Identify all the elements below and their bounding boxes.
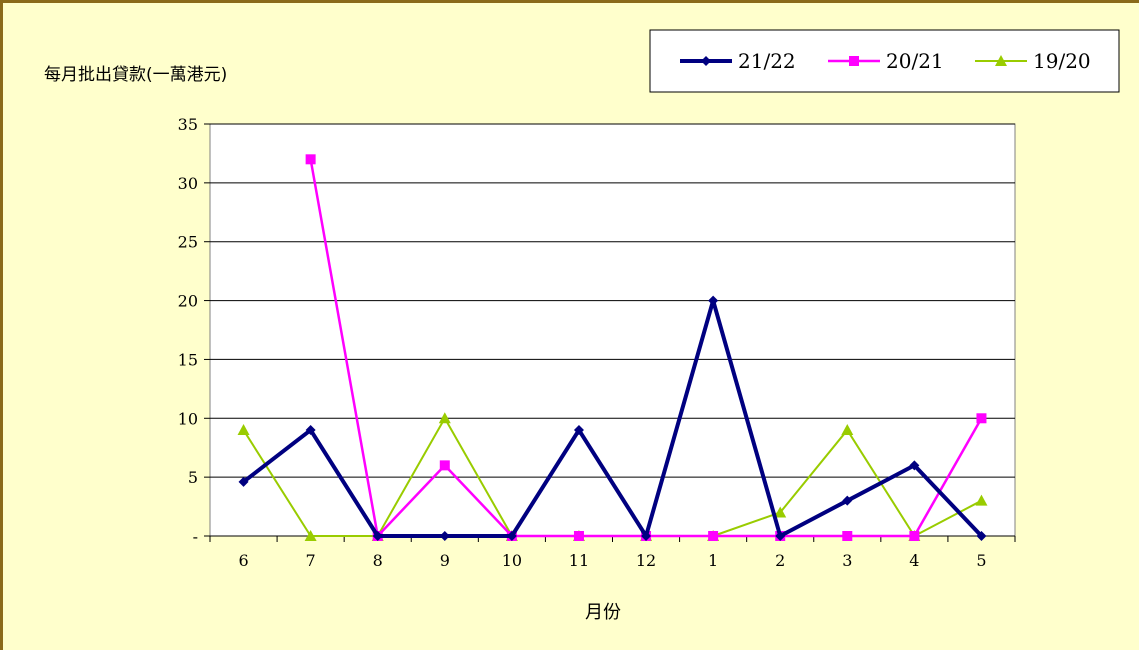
data-point bbox=[238, 476, 249, 487]
gridlines bbox=[210, 123, 1015, 478]
x-tick-label: 7 bbox=[306, 551, 316, 570]
data-point bbox=[708, 531, 719, 541]
plot-area bbox=[209, 123, 1016, 537]
data-point bbox=[641, 531, 652, 541]
data-point bbox=[438, 412, 451, 424]
x-tick-label: 3 bbox=[842, 551, 852, 570]
series-layer bbox=[237, 154, 988, 541]
y-tick-label: - bbox=[193, 527, 198, 546]
legend: 21/22 20/21 19/20 bbox=[649, 29, 1120, 93]
y-tick-label: 5 bbox=[188, 468, 198, 487]
data-point bbox=[439, 460, 450, 471]
y-tick-label: 15 bbox=[178, 350, 198, 369]
x-tick-label: 5 bbox=[976, 551, 986, 570]
data-point bbox=[439, 531, 450, 541]
x-tick-label: 2 bbox=[775, 551, 785, 570]
data-point bbox=[372, 531, 383, 541]
legend-label: 19/20 bbox=[1033, 49, 1091, 73]
data-point bbox=[842, 495, 853, 506]
data-point bbox=[506, 531, 517, 541]
x-tick-label: 8 bbox=[373, 551, 383, 570]
y-axis-title: 每月批出貸款(一萬港元) bbox=[44, 65, 227, 85]
legend-label: 21/22 bbox=[738, 49, 796, 73]
x-tick-label: 9 bbox=[440, 551, 450, 570]
legend-swatch-marker bbox=[701, 56, 711, 66]
data-point bbox=[909, 460, 920, 471]
legend-swatch-marker bbox=[849, 56, 859, 66]
data-point bbox=[909, 531, 920, 541]
x-tick-label: 1 bbox=[708, 551, 718, 570]
data-point bbox=[976, 413, 987, 424]
data-point bbox=[842, 531, 853, 541]
y-tick-label: 35 bbox=[178, 115, 198, 134]
y-tick-label: 20 bbox=[178, 292, 198, 311]
y-tick-label: 30 bbox=[178, 174, 198, 193]
data-point bbox=[237, 424, 250, 436]
data-point bbox=[975, 494, 988, 506]
x-tick-label: 11 bbox=[569, 551, 589, 570]
data-point bbox=[774, 506, 787, 518]
y-tick-label: 10 bbox=[178, 409, 198, 428]
y-axis-ticks: - 5 10 15 20 25 30 35 bbox=[178, 115, 210, 546]
data-point bbox=[976, 531, 987, 541]
series-21-22 bbox=[238, 295, 987, 541]
data-point bbox=[841, 424, 854, 436]
data-point bbox=[304, 530, 317, 541]
y-tick-label: 25 bbox=[178, 233, 198, 252]
data-point bbox=[305, 154, 316, 165]
data-point bbox=[708, 295, 719, 306]
x-axis-title: 月份 bbox=[585, 602, 621, 623]
data-point bbox=[573, 425, 584, 436]
series-line bbox=[242, 298, 983, 538]
legend-swatch-marker bbox=[995, 55, 1007, 66]
x-tick-label: 10 bbox=[502, 551, 522, 570]
legend-label: 20/21 bbox=[886, 49, 944, 73]
data-point bbox=[573, 531, 584, 541]
data-point bbox=[775, 531, 786, 541]
x-tick-label: 6 bbox=[238, 551, 248, 570]
x-axis-ticks: 6 7 8 9 10 11 12 1 2 3 4 5 bbox=[209, 535, 1016, 570]
x-tick-label: 4 bbox=[909, 551, 919, 570]
x-tick-label: 12 bbox=[636, 551, 656, 570]
data-point bbox=[305, 425, 316, 436]
